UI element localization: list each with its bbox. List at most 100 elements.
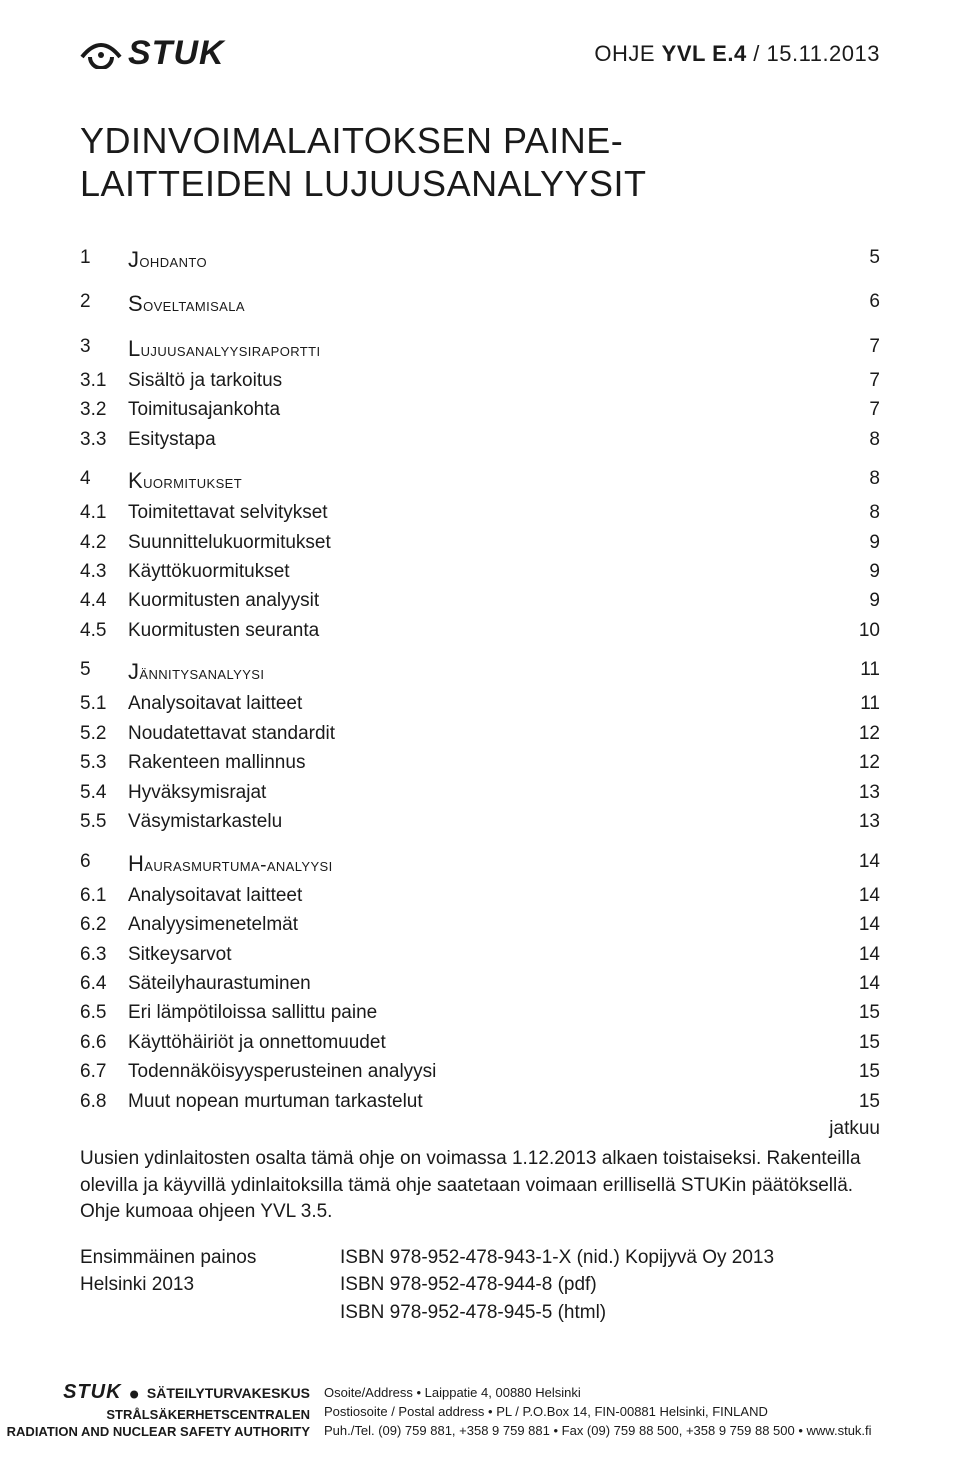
pub-isbn-html: ISBN 978-952-478-945-5 (html) <box>340 1299 606 1327</box>
toc-label: Toimitusajankohta <box>128 395 280 424</box>
toc-number: 6.1 <box>80 881 128 910</box>
toc-page-number: 14 <box>850 969 880 998</box>
pub-row-1: Ensimmäinen painos ISBN 978-952-478-943-… <box>80 1244 880 1272</box>
toc-left: 5.1Analysoitavat laitteet <box>80 689 302 718</box>
toc-left: 6.7Todennäköisyysperusteinen analyysi <box>80 1057 436 1086</box>
toc-page-number: 9 <box>850 528 880 557</box>
footer-org-line1: STUK • SÄTEILYTURVAKESKUS <box>0 1379 310 1406</box>
toc-sub-row: 6.2Analyysimenetelmät14 <box>80 910 880 939</box>
toc-label: Soveltamisala <box>128 287 245 321</box>
document-title: YDINVOIMALAITOKSEN PAINE- LAITTEIDEN LUJ… <box>80 119 880 205</box>
pub-row-3: ISBN 978-952-478-945-5 (html) <box>80 1299 880 1327</box>
toc-label: Todennäköisyysperusteinen analyysi <box>128 1057 436 1086</box>
toc-page-number: 8 <box>850 498 880 527</box>
toc-page-number: 14 <box>850 910 880 939</box>
validity-note: Uusien ydinlaitosten osalta tämä ohje on… <box>80 1146 880 1226</box>
toc-left: 4.5Kuormitusten seuranta <box>80 616 319 645</box>
toc-sub-row: 6.1Analysoitavat laitteet 14 <box>80 881 880 910</box>
pub-isbn-pdf: ISBN 978-952-478-944-8 (pdf) <box>340 1271 597 1299</box>
toc-left: 4.3Käyttökuormitukset <box>80 557 290 586</box>
toc-gap <box>80 322 880 332</box>
toc-left: 6.4Säteilyhaurastuminen <box>80 969 311 998</box>
toc-number: 6.8 <box>80 1087 128 1116</box>
toc-sub-row: 5.1Analysoitavat laitteet 11 <box>80 689 880 718</box>
toc-page-number: 13 <box>850 778 880 807</box>
pub-empty <box>80 1299 340 1327</box>
toc-label: Säteilyhaurastuminen <box>128 969 311 998</box>
toc-left: 4.4Kuormitusten analyysit <box>80 586 319 615</box>
toc-label: Hyväksymisrajat <box>128 778 266 807</box>
toc-label: Sisältö ja tarkoitus <box>128 366 282 395</box>
toc-page-number: 8 <box>850 425 880 454</box>
toc-left: 1Johdanto <box>80 243 207 277</box>
toc-left: 3.1Sisältö ja tarkoitus <box>80 366 282 395</box>
toc-label: Jännitysanalyysi <box>128 655 264 689</box>
toc-left: 6.1Analysoitavat laitteet <box>80 881 302 910</box>
toc-sub-row: 6.7Todennäköisyysperusteinen analyysi15 <box>80 1057 880 1086</box>
toc-number: 6.4 <box>80 969 128 998</box>
toc-page-number: 7 <box>850 366 880 395</box>
toc-section-row: 3Lujuusanalyysiraportti7 <box>80 332 880 366</box>
title-line-1: YDINVOIMALAITOKSEN PAINE- <box>80 120 623 161</box>
footer-org-sv: STRÅLSÄKERHETSCENTRALEN <box>0 1406 310 1424</box>
toc-gap <box>80 645 880 655</box>
toc-sub-row: 4.4Kuormitusten analyysit 9 <box>80 586 880 615</box>
toc-number: 3 <box>80 332 128 366</box>
toc-left: 6Haurasmurtuma-analyysi <box>80 847 333 881</box>
toc-section-row: 2Soveltamisala6 <box>80 287 880 321</box>
toc-label: Analysoitavat laitteet <box>128 689 302 718</box>
doc-ref-prefix: OHJE <box>594 41 661 66</box>
toc-label: Analyysimenetelmät <box>128 910 298 939</box>
toc-number: 5.5 <box>80 807 128 836</box>
toc-left: 6.8Muut nopean murtuman tarkastelut <box>80 1087 423 1116</box>
toc-page-number: 14 <box>850 847 880 881</box>
toc-number: 4.2 <box>80 528 128 557</box>
toc-sub-row: 3.1Sisältö ja tarkoitus 7 <box>80 366 880 395</box>
pub-isbn-print: ISBN 978-952-478-943-1-X (nid.) Kopijyvä… <box>340 1244 774 1272</box>
toc-left: 2Soveltamisala <box>80 287 245 321</box>
toc-section-row: 5Jännitysanalyysi11 <box>80 655 880 689</box>
toc-page-number: 5 <box>850 243 880 277</box>
logo-text: STUK <box>128 34 225 73</box>
toc-page-number: 10 <box>850 616 880 645</box>
toc-label: Suunnittelukuormitukset <box>128 528 331 557</box>
toc-number: 5.2 <box>80 719 128 748</box>
table-of-contents: 1Johdanto52Soveltamisala63Lujuusanalyysi… <box>80 243 880 1116</box>
toc-page-number: 15 <box>850 998 880 1027</box>
toc-label: Lujuusanalyysiraportti <box>128 332 320 366</box>
pub-row-2: Helsinki 2013 ISBN 978-952-478-944-8 (pd… <box>80 1271 880 1299</box>
toc-sub-row: 6.5Eri lämpötiloissa sallittu paine 15 <box>80 998 880 1027</box>
toc-label: Eri lämpötiloissa sallittu paine <box>128 998 377 1027</box>
toc-number: 4.3 <box>80 557 128 586</box>
toc-page-number: 14 <box>850 881 880 910</box>
toc-page-number: 12 <box>850 719 880 748</box>
toc-page-number: 8 <box>850 464 880 498</box>
toc-sub-row: 5.3Rakenteen mallinnus12 <box>80 748 880 777</box>
toc-left: 4.1Toimitettavat selvitykset <box>80 498 328 527</box>
toc-label: Analysoitavat laitteet <box>128 881 302 910</box>
toc-sub-row: 3.3Esitystapa8 <box>80 425 880 454</box>
toc-number: 4.4 <box>80 586 128 615</box>
toc-left: 5.3Rakenteen mallinnus <box>80 748 305 777</box>
toc-page-number: 11 <box>850 689 880 718</box>
publication-block: Ensimmäinen painos ISBN 978-952-478-943-… <box>80 1244 880 1327</box>
toc-label: Kuormitusten analyysit <box>128 586 319 615</box>
header-row: STUK OHJE YVL E.4 / 15.11.2013 <box>80 34 880 73</box>
doc-ref-code: YVL E.4 <box>662 41 747 66</box>
toc-number: 6.5 <box>80 998 128 1027</box>
footer-org-block: STUK • SÄTEILYTURVAKESKUS STRÅLSÄKERHETS… <box>0 1379 324 1441</box>
toc-section-row: 4Kuormitukset 8 <box>80 464 880 498</box>
footer-address-line1: Osoite/Address • Laippatie 4, 00880 Hels… <box>324 1384 936 1403</box>
toc-label: Haurasmurtuma-analyysi <box>128 847 333 881</box>
toc-number: 6.7 <box>80 1057 128 1086</box>
bullet-icon: • <box>122 1378 147 1409</box>
title-line-2: LAITTEIDEN LUJUUSANALYYSIT <box>80 163 646 204</box>
continues-label: jatkuu <box>80 1118 880 1140</box>
toc-number: 3.2 <box>80 395 128 424</box>
toc-number: 6 <box>80 847 128 881</box>
toc-page-number: 9 <box>850 586 880 615</box>
toc-left: 4Kuormitukset <box>80 464 242 498</box>
doc-reference: OHJE YVL E.4 / 15.11.2013 <box>594 41 880 67</box>
page-footer: STUK • SÄTEILYTURVAKESKUS STRÅLSÄKERHETS… <box>0 1379 960 1441</box>
toc-label: Väsymistarkastelu <box>128 807 282 836</box>
